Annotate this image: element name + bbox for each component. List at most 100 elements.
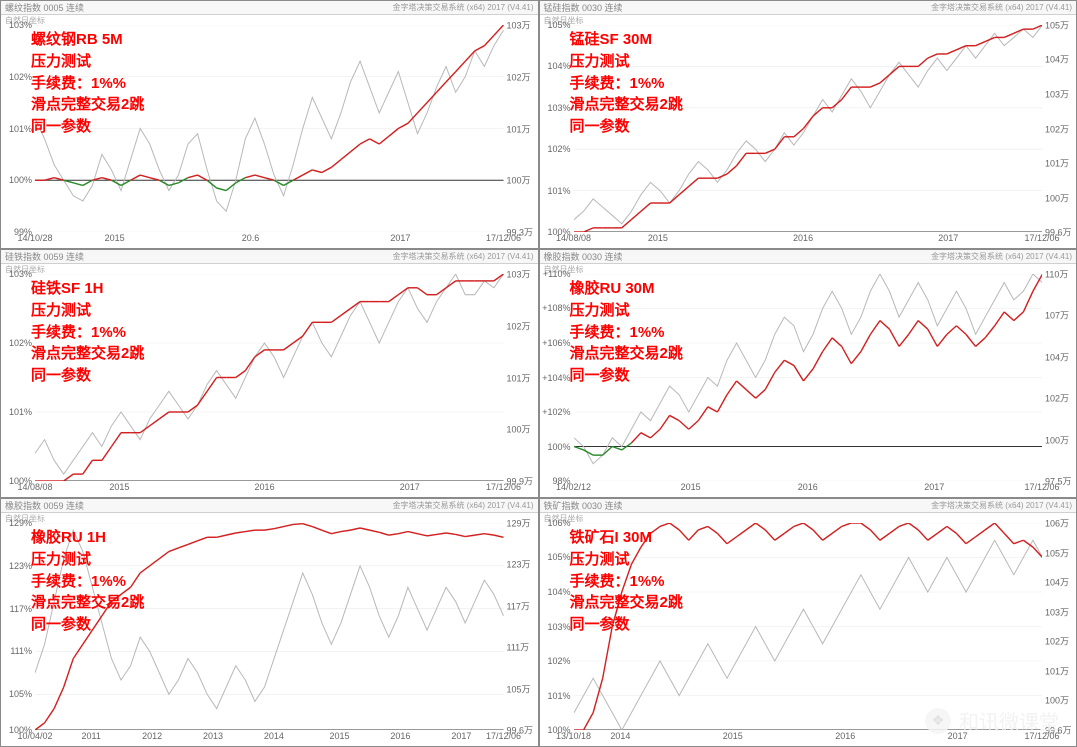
x-tick: 2014 (610, 731, 630, 741)
x-axis: 10/04/02201120122013201420152016201717/1… (35, 730, 504, 746)
y-tick: 111% (1, 646, 35, 656)
y-tick-right: 104万 (1042, 350, 1076, 363)
x-tick: 2017 (938, 233, 958, 243)
title-right: 金字塔决策交易系统 (x64) 2017 (V4.41) (931, 251, 1072, 262)
x-tick: 2011 (82, 731, 101, 741)
title-right: 金字塔决策交易系统 (x64) 2017 (V4.41) (931, 2, 1072, 13)
chart-area (35, 25, 504, 232)
chart-area (35, 274, 504, 481)
x-tick: 2012 (142, 731, 162, 741)
x-tick: 14/08/08 (556, 233, 591, 243)
y-tick-right: 100万 (504, 174, 538, 187)
y-tick-right: 102万 (1042, 392, 1076, 405)
panel-rb5m: 螺纹指数 0005 连续金字塔决策交易系统 (x64) 2017 (V4.41)… (0, 0, 539, 249)
y-tick-right: 111万 (504, 641, 538, 654)
x-tick: 14/02/12 (556, 482, 591, 492)
x-axis: 14/02/1220152016201717/12/06 (574, 481, 1043, 497)
title-right: 金字塔决策交易系统 (x64) 2017 (V4.41) (931, 500, 1072, 511)
y-tick-right: 110万 (1042, 268, 1076, 281)
y-tick: 117% (1, 604, 35, 614)
x-tick: 2017 (451, 731, 471, 741)
x-tick: 2013 (203, 731, 223, 741)
y-tick: 101% (1, 407, 35, 417)
y-tick: 100% (540, 442, 574, 452)
x-tick: 2017 (948, 731, 968, 741)
y-tick-right: 105万 (1042, 19, 1076, 32)
y-axis-right: 99.6万100万101万102万103万104万105万106万 (1042, 523, 1076, 730)
chart-area (574, 523, 1043, 730)
y-tick: 103% (540, 622, 574, 632)
y-tick-right: 100万 (1042, 191, 1076, 204)
y-axis-right: 99.3万100万101万102万103万 (504, 25, 538, 232)
y-tick-right: 104万 (1042, 576, 1076, 589)
y-tick-right: 100万 (1042, 433, 1076, 446)
title-right: 金字塔决策交易系统 (x64) 2017 (V4.41) (393, 251, 534, 262)
panel-title-bar: 锰硅指数 0030 连续金字塔决策交易系统 (x64) 2017 (V4.41) (540, 1, 1077, 15)
x-tick: 2015 (723, 731, 743, 741)
x-tick: 2016 (255, 482, 275, 492)
panel-ru30m: 橡胶指数 0030 连续金字塔决策交易系统 (x64) 2017 (V4.41)… (539, 249, 1077, 498)
y-tick-right: 101万 (1042, 156, 1076, 169)
y-tick: +104% (540, 373, 574, 383)
y-axis-right: 99.6万105万111万117万123万129万 (504, 523, 538, 730)
panel-title-bar: 螺纹指数 0005 连续金字塔决策交易系统 (x64) 2017 (V4.41) (1, 1, 538, 15)
y-axis-left: 100%101%102%103% (1, 274, 35, 481)
y-tick-right: 102万 (1042, 122, 1076, 135)
y-tick: 105% (540, 552, 574, 562)
x-tick: 17/12/06 (1024, 233, 1059, 243)
y-tick: 102% (1, 338, 35, 348)
panel-ru1h: 橡胶指数 0059 连续金字塔决策交易系统 (x64) 2017 (V4.41)… (0, 498, 539, 747)
x-tick: 2014 (264, 731, 284, 741)
x-tick: 17/12/06 (1024, 482, 1059, 492)
x-tick: 14/08/08 (17, 482, 52, 492)
y-tick-right: 102万 (1042, 635, 1076, 648)
title-right: 金字塔决策交易系统 (x64) 2017 (V4.41) (393, 2, 534, 13)
x-tick: 17/12/06 (486, 731, 521, 741)
y-tick: +102% (540, 407, 574, 417)
y-tick-right: 103万 (1042, 87, 1076, 100)
y-axis-right: 97.5万100万102万104万107万110万 (1042, 274, 1076, 481)
y-tick: 103% (540, 103, 574, 113)
y-axis-left: 99%100%101%102%103% (1, 25, 35, 232)
x-axis: 14/08/0820152016201717/12/06 (35, 481, 504, 497)
x-tick: 10/04/02 (17, 731, 52, 741)
y-tick-right: 103万 (504, 268, 538, 281)
y-tick-right: 100万 (1042, 694, 1076, 707)
title-left: 橡胶指数 0059 连续 (5, 499, 393, 512)
panel-sf1h: 硅铁指数 0059 连续金字塔决策交易系统 (x64) 2017 (V4.41)… (0, 249, 539, 498)
chart-area (574, 25, 1043, 232)
y-tick: 105% (1, 689, 35, 699)
title-left: 锰硅指数 0030 连续 (544, 1, 932, 14)
chart-area (35, 523, 504, 730)
y-tick-right: 103万 (504, 19, 538, 32)
x-tick: 2017 (924, 482, 944, 492)
x-tick: 2015 (330, 731, 350, 741)
panel-title-bar: 硅铁指数 0059 连续金字塔决策交易系统 (x64) 2017 (V4.41) (1, 250, 538, 264)
y-tick-right: 104万 (1042, 53, 1076, 66)
title-left: 铁矿指数 0030 连续 (544, 499, 932, 512)
y-tick-right: 105万 (1042, 546, 1076, 559)
y-tick: 105% (540, 20, 574, 30)
y-axis-left: 100%105%111%117%123%129% (1, 523, 35, 730)
y-tick: 103% (1, 20, 35, 30)
y-tick-right: 101万 (504, 371, 538, 384)
x-tick: 2017 (390, 233, 410, 243)
y-tick: 102% (1, 72, 35, 82)
x-tick: 2015 (648, 233, 668, 243)
chart-grid: 螺纹指数 0005 连续金字塔决策交易系统 (x64) 2017 (V4.41)… (0, 0, 1077, 747)
y-tick: 100% (1, 175, 35, 185)
title-right: 金字塔决策交易系统 (x64) 2017 (V4.41) (393, 500, 534, 511)
y-tick-right: 102万 (504, 319, 538, 332)
y-tick-right: 107万 (1042, 309, 1076, 322)
x-tick: 2017 (400, 482, 420, 492)
panel-title-bar: 铁矿指数 0030 连续金字塔决策交易系统 (x64) 2017 (V4.41) (540, 499, 1077, 513)
y-tick: 129% (1, 518, 35, 528)
y-tick: 104% (540, 61, 574, 71)
y-tick-right: 101万 (504, 122, 538, 135)
y-tick: +110% (540, 269, 574, 279)
y-tick-right: 123万 (504, 558, 538, 571)
x-tick: 2016 (390, 731, 410, 741)
y-tick-right: 100万 (504, 423, 538, 436)
x-tick: 2016 (798, 482, 818, 492)
y-tick: 103% (1, 269, 35, 279)
